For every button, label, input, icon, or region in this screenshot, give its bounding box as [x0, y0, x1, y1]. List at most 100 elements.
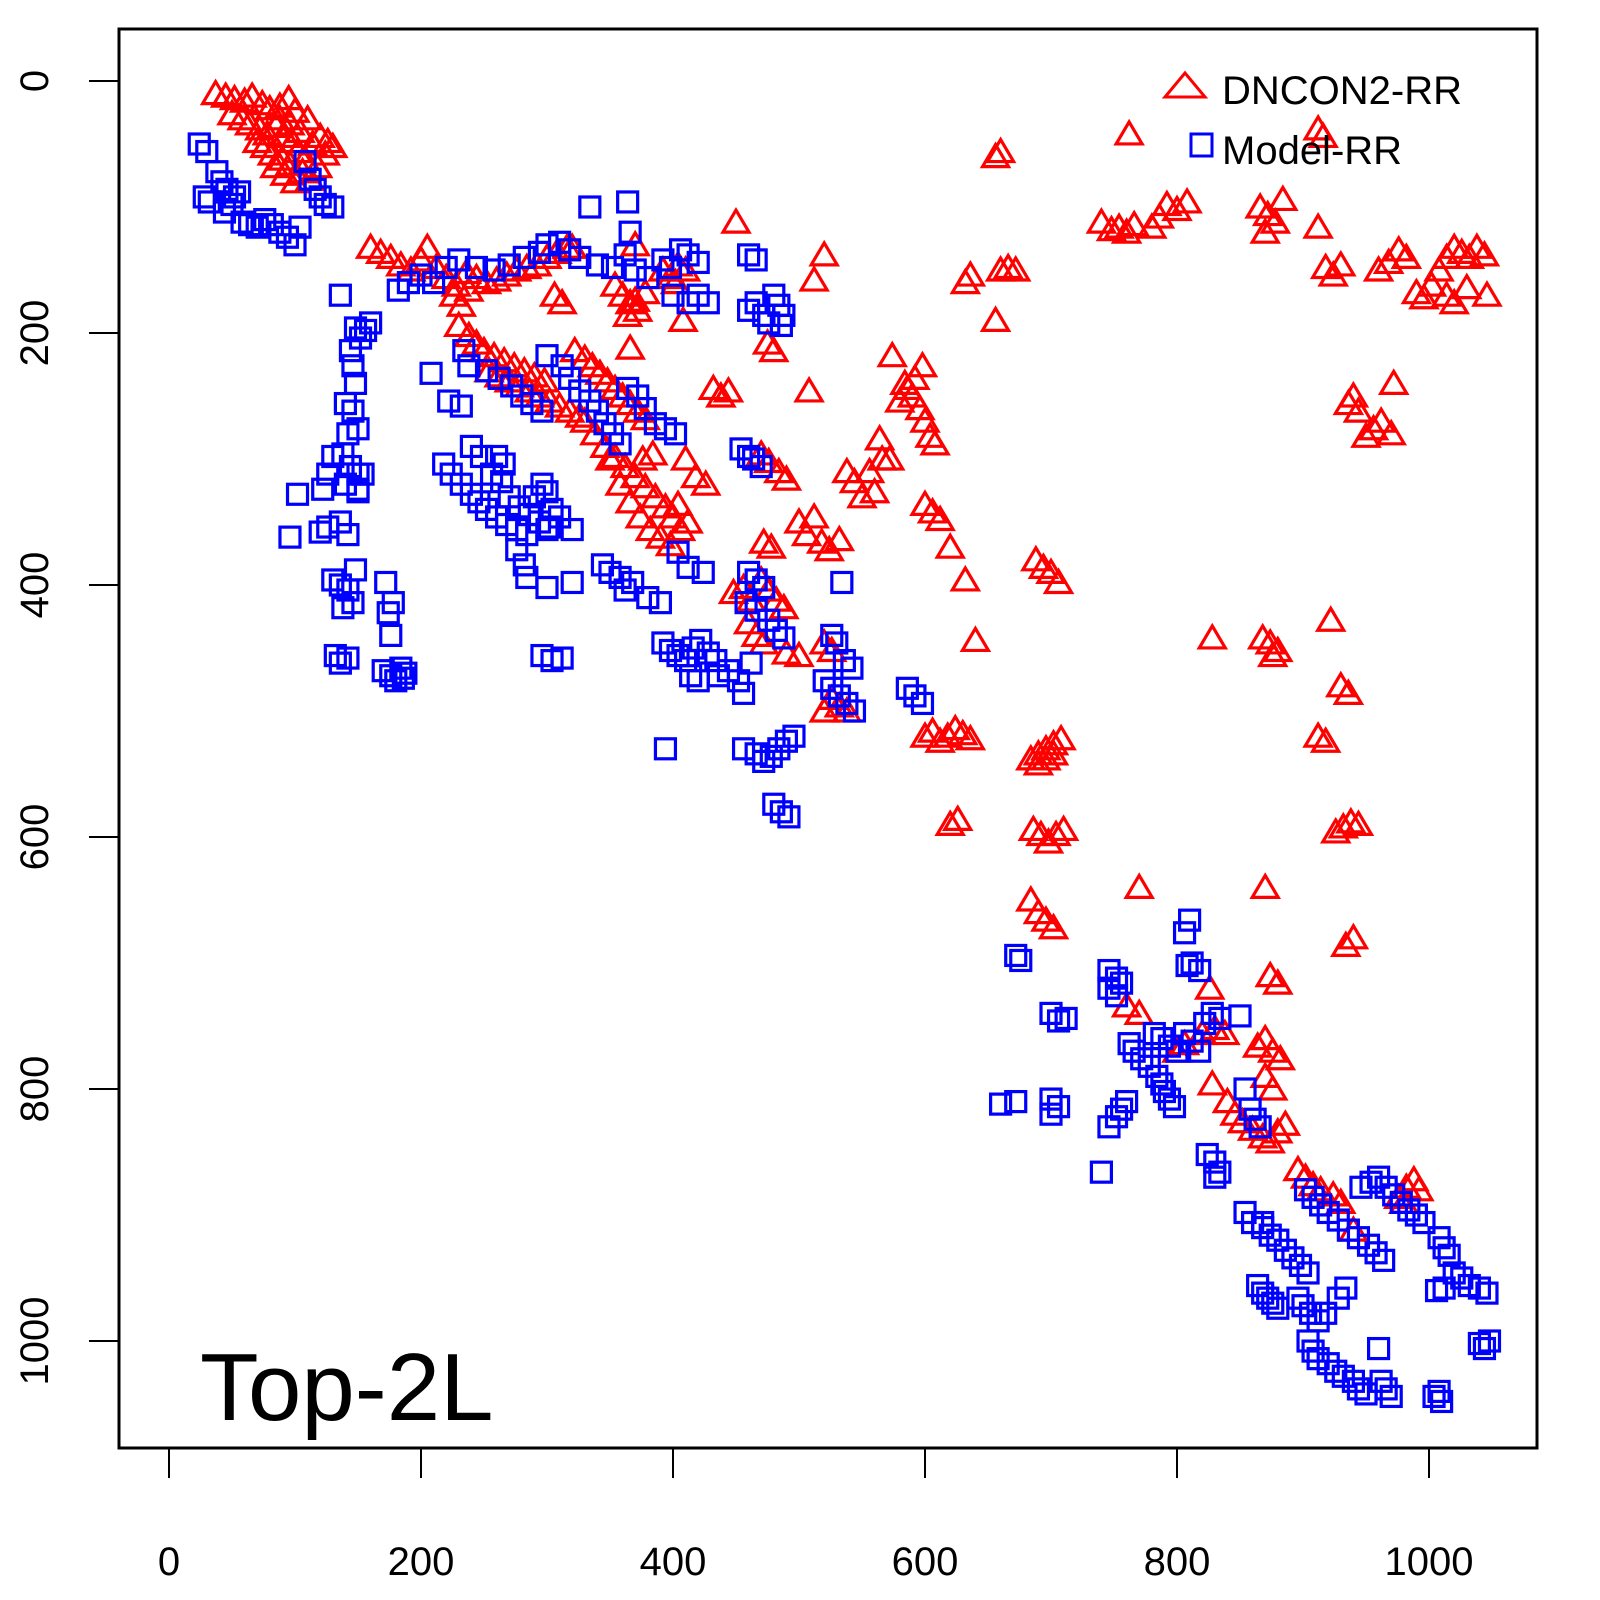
data-point-square — [903, 684, 927, 708]
data-point-square — [328, 651, 352, 675]
plot-frame — [117, 27, 1539, 1450]
data-point-square — [744, 568, 768, 592]
data-point-triangle — [619, 285, 652, 312]
data-point-triangle — [768, 592, 800, 620]
data-point-square — [1180, 951, 1204, 975]
data-point-triangle — [1365, 406, 1397, 433]
data-point-square — [447, 248, 471, 272]
data-point-triangle — [1256, 1073, 1289, 1101]
data-point-triangle — [755, 532, 788, 559]
data-point-square — [285, 482, 310, 506]
data-point-square — [187, 132, 211, 156]
data-point-square — [616, 190, 640, 214]
data-point-triangle — [546, 287, 578, 315]
data-point-square — [910, 691, 935, 716]
data-point-triangle — [720, 206, 752, 234]
data-point-square — [1039, 1087, 1063, 1111]
data-point-square — [1397, 1198, 1421, 1222]
data-point-triangle — [662, 489, 694, 516]
data-point-square — [459, 482, 483, 506]
data-point-square — [341, 591, 365, 615]
data-point-square — [590, 553, 615, 577]
data-point-square — [1258, 1223, 1282, 1247]
data-point-square — [1298, 1301, 1323, 1325]
data-point-square — [772, 626, 796, 650]
data-point-square — [1314, 1301, 1338, 1325]
data-point-square — [547, 505, 572, 529]
data-point-triangle — [1269, 1109, 1302, 1136]
data-point-triangle — [624, 501, 657, 529]
data-point-square — [696, 291, 720, 315]
data-point-square — [1228, 1004, 1252, 1028]
data-point-square — [512, 553, 536, 577]
data-point-triangle — [1123, 872, 1156, 900]
data-point-triangle — [309, 138, 342, 166]
data-point-square — [689, 628, 713, 653]
data-point-square — [1109, 971, 1134, 995]
data-point-triangle — [1438, 287, 1471, 315]
data-point-triangle — [1037, 728, 1070, 756]
data-point-square — [726, 669, 751, 693]
data-point-square — [353, 318, 378, 343]
data-point-square — [895, 676, 919, 700]
data-point-triangle — [619, 461, 652, 489]
data-point-triangle — [1042, 567, 1075, 595]
data-point-square — [260, 213, 284, 237]
data-point-square — [396, 271, 420, 295]
data-point-square — [1372, 1248, 1396, 1272]
data-point-square — [381, 591, 405, 615]
data-point-triangle — [664, 514, 697, 542]
data-point-square — [464, 255, 489, 280]
data-point-square — [1316, 1352, 1340, 1376]
data-point-square — [1046, 1009, 1071, 1033]
data-point-triangle — [1471, 280, 1503, 307]
data-point-square — [585, 253, 610, 277]
data-point-square — [1366, 1336, 1391, 1361]
data-point-triangle — [209, 80, 242, 108]
data-point-triangle — [1045, 723, 1077, 751]
data-point-triangle — [876, 340, 909, 368]
data-point-square — [1188, 1039, 1212, 1063]
data-point-square — [782, 724, 806, 748]
data-point-triangle — [1047, 814, 1080, 842]
data-point-square — [535, 233, 559, 257]
data-point-triangle — [1241, 1031, 1274, 1058]
data-point-triangle — [1362, 254, 1395, 282]
legend-item-dncon2: DNCON2-RR — [1161, 69, 1462, 113]
data-point-triangle — [470, 267, 503, 295]
data-point-square — [736, 243, 761, 267]
data-point-triangle — [846, 481, 878, 509]
data-point-square — [759, 744, 783, 768]
data-point-square — [530, 399, 554, 423]
data-point-triangle — [1249, 1061, 1282, 1089]
data-point-triangle — [979, 305, 1012, 332]
data-point-triangle — [896, 380, 929, 408]
data-point-triangle — [1468, 239, 1501, 267]
data-point-square — [379, 623, 403, 648]
data-point-square — [313, 192, 337, 217]
data-point-triangle — [1264, 1043, 1297, 1071]
data-point-triangle — [823, 524, 856, 552]
data-point-square — [343, 558, 368, 582]
data-point-square — [820, 676, 844, 700]
data-point-triangle — [984, 254, 1017, 282]
data-point-square — [1004, 943, 1028, 968]
data-point-triangle — [1123, 998, 1156, 1026]
x-tick-label: 0 — [158, 1540, 180, 1584]
data-point-square — [1195, 1142, 1219, 1167]
data-point-square — [336, 646, 360, 670]
data-point-square — [1404, 1203, 1429, 1227]
data-point-square — [1157, 1034, 1182, 1058]
data-point-triangle — [1249, 217, 1282, 244]
x-tick-label: 800 — [1144, 1540, 1211, 1584]
data-point-square — [1046, 1095, 1071, 1119]
data-point-triangle — [798, 264, 830, 292]
data-point-square — [1437, 1243, 1461, 1267]
data-point-square — [1432, 1276, 1456, 1300]
data-point-triangle — [657, 501, 689, 529]
data-point-triangle — [1314, 605, 1347, 632]
data-point-square — [840, 656, 864, 680]
x-tick-label: 600 — [892, 1540, 959, 1584]
data-point-square — [686, 250, 710, 275]
data-point-square — [820, 623, 844, 648]
